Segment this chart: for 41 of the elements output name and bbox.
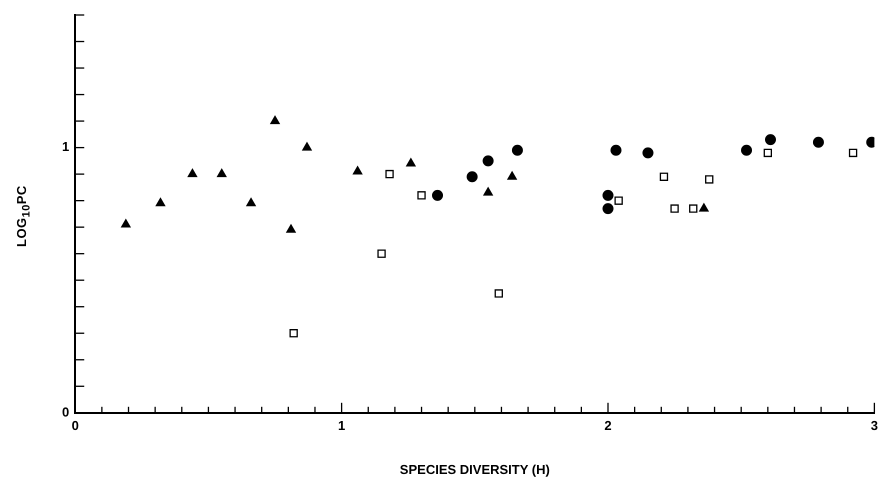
point — [512, 144, 523, 156]
point — [377, 249, 386, 258]
point — [602, 190, 614, 201]
point — [660, 172, 668, 181]
point — [689, 204, 698, 213]
point — [507, 171, 517, 180]
point — [466, 171, 478, 182]
point — [494, 289, 503, 298]
point — [705, 175, 714, 184]
point — [156, 198, 166, 206]
point — [385, 170, 394, 178]
point — [270, 116, 280, 124]
point — [216, 168, 227, 178]
point — [764, 134, 776, 146]
point — [670, 204, 679, 213]
point — [302, 142, 312, 151]
point — [642, 147, 654, 158]
point — [741, 144, 752, 156]
point — [352, 166, 362, 174]
point — [699, 203, 709, 212]
point — [483, 187, 493, 196]
x-tick-label: 3 — [870, 418, 878, 434]
x-tick-label: 2 — [604, 418, 612, 434]
point — [188, 168, 198, 178]
point — [610, 144, 622, 156]
point — [812, 136, 824, 148]
point — [406, 158, 416, 167]
x-tick-label: 1 — [338, 418, 346, 434]
x-tick-label: 0 — [72, 418, 79, 434]
point — [614, 196, 623, 205]
point — [602, 203, 614, 214]
point — [286, 224, 296, 233]
point — [289, 329, 298, 338]
point — [764, 148, 772, 158]
point — [417, 191, 426, 200]
x-axis-title: SPECIES DIVERSITY (H) — [400, 462, 550, 477]
point — [848, 148, 858, 158]
point — [121, 219, 131, 228]
point — [246, 198, 256, 206]
point — [482, 155, 494, 166]
point — [432, 190, 444, 201]
